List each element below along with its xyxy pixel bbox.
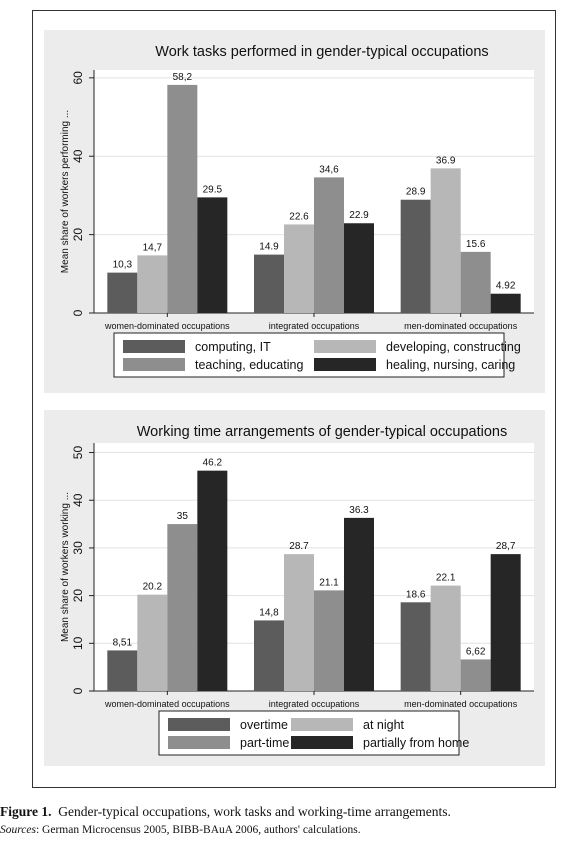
chart-panel-work-tasks: Work tasks performed in gender-typical o… <box>44 30 545 393</box>
legend-label: part-time <box>240 736 289 750</box>
chart-working-time: Working time arrangements of gender-typi… <box>60 424 534 756</box>
x-tick-label: integrated occupations <box>269 699 360 709</box>
bar-value-label: 29.5 <box>203 184 223 195</box>
bar <box>490 554 521 691</box>
figure-caption: Figure 1. Gender-typical occupations, wo… <box>0 804 451 820</box>
bar <box>314 177 344 313</box>
y-tick-label: 40 <box>71 149 85 163</box>
bar-value-label: 8,51 <box>113 637 133 648</box>
x-tick-label: men-dominated occupations <box>404 699 518 709</box>
bar-value-label: 21.1 <box>319 577 339 588</box>
y-tick-label: 30 <box>71 541 85 555</box>
bar <box>254 620 284 691</box>
bar <box>400 199 431 313</box>
legend-label: overtime <box>240 718 288 732</box>
y-axis-label: Mean share of workers working ... <box>60 492 71 642</box>
bar-value-label: 46.2 <box>203 458 223 469</box>
y-tick-label: 50 <box>71 446 85 460</box>
legend-key <box>123 340 185 353</box>
legend-label: healing, nursing, caring <box>386 358 515 372</box>
bar <box>197 470 228 691</box>
x-tick-label: men-dominated occupations <box>404 321 518 331</box>
bar <box>284 224 314 313</box>
bar-value-label: 14.9 <box>259 242 279 253</box>
x-tick-label: women-dominated occupations <box>104 699 230 709</box>
bar <box>344 223 374 313</box>
bar-value-label: 20.2 <box>143 582 163 593</box>
sources-text: : German Microcensus 2005, BIBB-BAuA 200… <box>35 824 361 836</box>
sources-label: Sources <box>0 824 36 836</box>
bar-value-label: 15.6 <box>466 239 486 250</box>
bar <box>400 602 431 691</box>
bar-value-label: 22.9 <box>349 210 369 221</box>
bar-value-label: 28.9 <box>406 187 426 198</box>
legend-key <box>291 718 353 731</box>
legend-label: at night <box>363 718 405 732</box>
chart-title: Working time arrangements of gender-typi… <box>137 424 507 440</box>
chart-title: Work tasks performed in gender-typical o… <box>155 44 488 60</box>
legend-label: teaching, educating <box>195 358 303 372</box>
bar-value-label: 36.9 <box>436 155 456 166</box>
bar <box>197 197 228 313</box>
y-tick-label: 10 <box>71 636 85 650</box>
bar-value-label: 18.6 <box>406 589 426 600</box>
bar <box>167 84 198 313</box>
bar-value-label: 34,6 <box>319 164 339 175</box>
bar <box>137 255 168 313</box>
y-tick-label: 40 <box>71 493 85 507</box>
y-tick-label: 0 <box>71 687 85 694</box>
bar <box>167 524 198 691</box>
y-axis-label: Mean share of workers performing ... <box>60 110 71 273</box>
bar <box>254 254 284 313</box>
bar-value-label: 35 <box>177 511 189 522</box>
legend-key <box>291 736 353 749</box>
legend-key <box>168 736 230 749</box>
bar <box>314 590 344 691</box>
figure-caption-text: Gender-typical occupations, work tasks a… <box>58 804 451 819</box>
figure-label: Figure 1. <box>0 804 52 819</box>
bar-value-label: 22.1 <box>436 573 456 584</box>
bar-value-label: 10,3 <box>113 260 133 271</box>
figure-sources: Sources: German Microcensus 2005, BIBB-B… <box>0 824 361 836</box>
bar-value-label: 28.7 <box>289 541 309 552</box>
bar <box>107 272 138 313</box>
bar <box>284 554 314 691</box>
bar <box>344 517 374 691</box>
bar-value-label: 36.3 <box>349 505 369 516</box>
x-tick-label: women-dominated occupations <box>104 321 230 331</box>
legend-label: partially from home <box>363 736 469 750</box>
bar <box>107 650 138 691</box>
bar-value-label: 14,8 <box>259 607 279 618</box>
legend-key <box>123 358 185 371</box>
y-tick-label: 20 <box>71 228 85 242</box>
y-tick-label: 0 <box>71 309 85 316</box>
bar <box>460 251 491 313</box>
y-tick-label: 60 <box>71 71 85 85</box>
legend-key <box>314 340 376 353</box>
bar <box>460 659 491 691</box>
bar-value-label: 28,7 <box>496 541 516 552</box>
bar-value-label: 4.92 <box>496 281 516 292</box>
bar-value-label: 22.6 <box>289 211 309 222</box>
bar-value-label: 6,62 <box>466 646 486 657</box>
x-tick-label: integrated occupations <box>269 321 360 331</box>
y-tick-label: 20 <box>71 589 85 603</box>
bar <box>137 594 168 691</box>
legend-label: computing, IT <box>195 340 271 354</box>
legend-key <box>168 718 230 731</box>
chart-work-tasks: Work tasks performed in gender-typical o… <box>60 44 534 378</box>
chart-panel-working-time: Working time arrangements of gender-typi… <box>44 410 545 766</box>
bar <box>490 293 521 313</box>
bar-value-label: 14,7 <box>143 242 163 253</box>
bar <box>430 585 461 691</box>
bar-value-label: 58,2 <box>173 72 193 83</box>
bar <box>430 168 461 313</box>
legend-key <box>314 358 376 371</box>
legend-label: developing, constructing <box>386 340 521 354</box>
